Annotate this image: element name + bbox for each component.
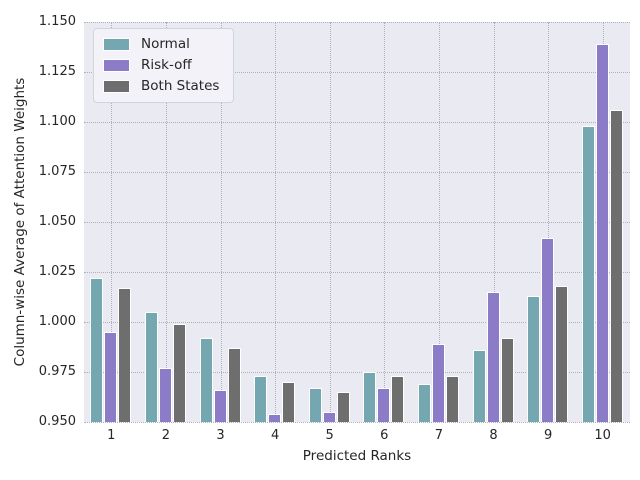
y-tick-0.975: 0.975 xyxy=(38,364,76,379)
y-tick-1.075: 1.075 xyxy=(38,164,76,179)
h-gridline-1.050 xyxy=(84,222,630,223)
bar-both-states-rank-4 xyxy=(282,382,296,422)
h-gridline-1.075 xyxy=(84,172,630,173)
bar-both-states-rank-8 xyxy=(500,338,514,422)
h-gridline-0.975 xyxy=(84,372,630,373)
bar-risk-off-rank-4 xyxy=(268,414,282,422)
x-tick-10: 10 xyxy=(594,428,611,443)
bar-both-states-rank-6 xyxy=(391,376,405,422)
h-gridline-1.125 xyxy=(84,72,630,73)
bar-both-states-rank-7 xyxy=(445,376,459,422)
v-gridline-6 xyxy=(384,22,386,422)
x-tick-5: 5 xyxy=(325,428,334,443)
x-tick-4: 4 xyxy=(270,428,280,443)
bar-risk-off-rank-6 xyxy=(377,388,391,422)
legend: Normal Risk-off Both States xyxy=(93,28,235,103)
legend-swatch-icon xyxy=(103,59,130,72)
v-gridline-9 xyxy=(548,22,550,422)
y-tick-1.100: 1.100 xyxy=(38,114,76,129)
bar-risk-off-rank-1 xyxy=(104,332,118,422)
y-tick-1.150: 1.150 xyxy=(38,14,76,29)
x-tick-8: 8 xyxy=(489,428,498,443)
bar-normal-rank-7 xyxy=(417,384,431,422)
h-gridline-1.100 xyxy=(84,122,630,123)
y-tick-1.000: 1.000 xyxy=(38,314,76,329)
bar-risk-off-rank-8 xyxy=(486,292,500,422)
h-gridline-0.950 xyxy=(84,422,630,423)
v-gridline-2 xyxy=(165,22,167,422)
legend-row-risk-off: Risk-off xyxy=(103,58,219,73)
bar-normal-rank-6 xyxy=(363,372,377,422)
legend-label: Risk-off xyxy=(141,57,192,73)
y-tick-1.025: 1.025 xyxy=(38,264,76,279)
plot-area: Normal Risk-off Both States xyxy=(84,22,630,423)
bar-both-states-rank-5 xyxy=(336,392,350,422)
bar-both-states-rank-2 xyxy=(172,324,186,422)
bar-normal-rank-1 xyxy=(90,278,104,422)
x-axis-label: Predicted Ranks xyxy=(302,448,412,464)
bar-normal-rank-2 xyxy=(144,312,158,422)
legend-swatch-icon xyxy=(103,38,130,51)
bar-risk-off-rank-9 xyxy=(541,238,555,422)
x-tick-6: 6 xyxy=(380,428,389,443)
v-gridline-3 xyxy=(220,22,222,422)
x-tick-1: 1 xyxy=(107,428,116,443)
legend-swatch-icon xyxy=(103,80,130,93)
bar-normal-rank-8 xyxy=(472,350,486,422)
h-gridline-1.000 xyxy=(84,322,630,323)
x-tick-3: 3 xyxy=(216,428,225,443)
v-gridline-4 xyxy=(275,22,277,422)
bar-risk-off-rank-3 xyxy=(213,390,227,422)
y-tick-1.050: 1.050 xyxy=(38,214,76,229)
bar-both-states-rank-3 xyxy=(227,348,241,422)
y-tick-1.125: 1.125 xyxy=(38,64,76,79)
x-tick-9: 9 xyxy=(543,428,553,443)
bar-normal-rank-5 xyxy=(308,388,322,422)
legend-label: Normal xyxy=(141,36,190,52)
bar-normal-rank-9 xyxy=(527,296,541,422)
y-tick-0.950: 0.950 xyxy=(38,414,76,429)
bar-risk-off-rank-2 xyxy=(158,368,172,422)
bar-risk-off-rank-10 xyxy=(595,44,609,422)
legend-label: Both States xyxy=(141,78,220,94)
h-gridline-1.025 xyxy=(84,272,630,273)
bar-normal-rank-10 xyxy=(581,126,595,422)
bar-both-states-rank-1 xyxy=(118,288,132,422)
v-gridline-7 xyxy=(438,22,440,422)
legend-row-both-states: Both States xyxy=(103,79,219,94)
x-tick-2: 2 xyxy=(161,428,171,443)
bar-risk-off-rank-5 xyxy=(322,412,336,422)
v-gridline-1 xyxy=(111,22,113,422)
legend-row-normal: Normal xyxy=(103,37,219,52)
bar-both-states-rank-10 xyxy=(609,110,623,422)
v-gridline-5 xyxy=(329,22,331,422)
bar-normal-rank-4 xyxy=(254,376,268,422)
x-tick-7: 7 xyxy=(434,428,444,443)
v-gridline-8 xyxy=(493,22,495,422)
h-gridline-1.150 xyxy=(84,22,630,23)
bar-risk-off-rank-7 xyxy=(431,344,445,422)
bar-normal-rank-3 xyxy=(199,338,213,422)
bar-both-states-rank-9 xyxy=(555,286,569,422)
